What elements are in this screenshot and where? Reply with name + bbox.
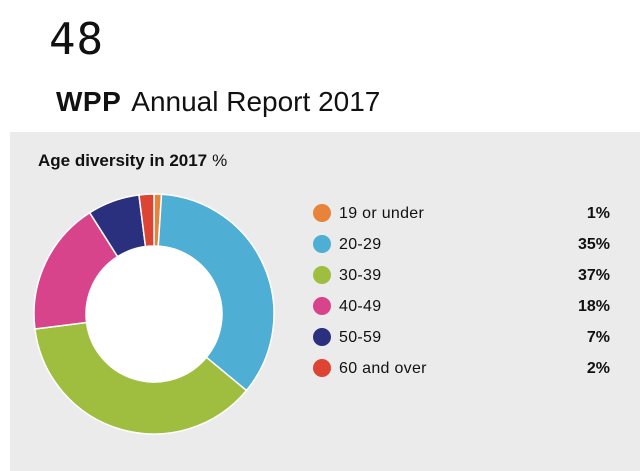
chart-unit: % (212, 151, 228, 170)
legend-swatch (313, 266, 331, 284)
legend-label: 19 or under (339, 205, 425, 222)
legend-value: 2% (586, 360, 610, 377)
legend-swatch (313, 359, 331, 377)
report-title: WPP Annual Report 2017 (56, 84, 380, 120)
legend-value: 35% (577, 236, 610, 253)
legend-swatch (313, 235, 331, 253)
legend-value: 18% (577, 298, 610, 315)
legend-value: 1% (586, 205, 610, 222)
legend-label: 50-59 (339, 329, 382, 346)
legend-label: 20-29 (339, 236, 382, 253)
donut-chart (33, 193, 275, 435)
legend-item: 40-49 18% (310, 295, 610, 326)
legend-item: 20-29 35% (310, 233, 610, 264)
legend-item: 60 and over 2% (310, 357, 610, 388)
legend-label: 60 and over (339, 360, 427, 377)
legend-item: 30-39 37% (310, 264, 610, 295)
legend-swatch (313, 328, 331, 346)
legend-value: 37% (577, 267, 610, 284)
legend-label: 40-49 (339, 298, 382, 315)
legend-value: 7% (586, 329, 610, 346)
legend-swatch (313, 297, 331, 315)
legend-swatch (313, 204, 331, 222)
legend-item: 50-59 7% (310, 326, 610, 357)
donut-hole (86, 246, 222, 382)
chart-title-text: Age diversity in 2017 (38, 151, 208, 170)
legend-label: 30-39 (339, 267, 382, 284)
page-number: 48 (49, 14, 104, 65)
brand-name: WPP (56, 86, 122, 117)
chart-legend: 19 or under 1% 20-29 35% 30-39 37% 40-49 18% 50-… (310, 202, 610, 388)
legend-item: 19 or under 1% (310, 202, 610, 233)
chart-title: Age diversity in 2017% (38, 150, 227, 172)
report-name: Annual Report 2017 (131, 86, 381, 117)
chart-panel: Age diversity in 2017% 19 or under 1% 20-2… (10, 132, 640, 471)
